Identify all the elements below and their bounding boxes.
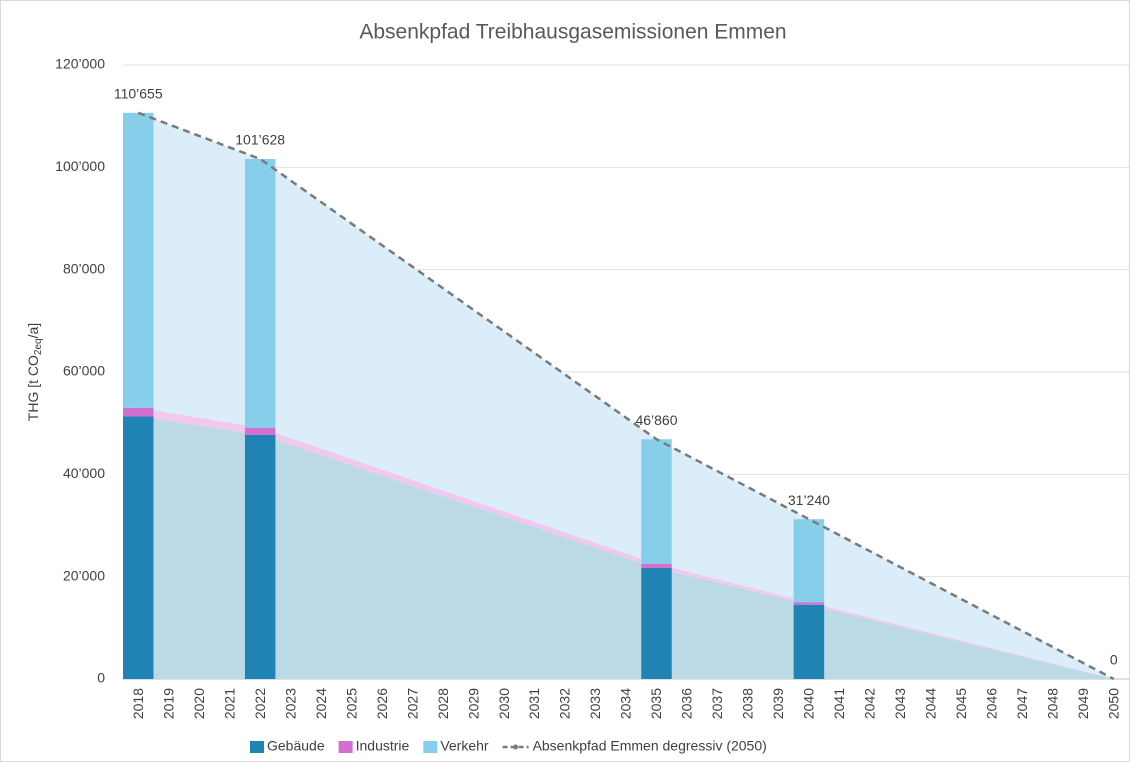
y-tick-label: 120’000 [55, 56, 105, 72]
data-label: 101’628 [235, 132, 285, 148]
x-tick-label: 2033 [587, 688, 603, 719]
x-tick-label: 2025 [343, 688, 359, 719]
x-tick-label: 2030 [496, 688, 512, 719]
x-tick-label: 2031 [526, 688, 542, 719]
x-tick-label: 2040 [801, 688, 817, 719]
x-tick-label: 2046 [984, 688, 1000, 719]
x-tick-label: 2027 [404, 688, 420, 719]
legend-label: Industrie [356, 738, 410, 754]
x-tick-label: 2026 [374, 688, 390, 719]
data-label: 31’240 [788, 492, 830, 508]
bar [793, 602, 825, 605]
bar [641, 567, 672, 679]
x-tick-label: 2050 [1105, 688, 1121, 719]
x-tick-label: 2043 [892, 688, 908, 719]
bar [244, 159, 276, 428]
legend-swatch [338, 741, 353, 753]
y-tick-label: 20’000 [63, 567, 105, 583]
legend-swatch [423, 741, 438, 753]
data-label: 0 [1110, 652, 1118, 668]
bar [793, 604, 825, 679]
x-tick-label: 2044 [923, 688, 939, 719]
y-axis-label-text: THG [t CO [25, 355, 41, 421]
y-tick-label: 0 [97, 670, 105, 686]
data-label: 46’860 [635, 412, 677, 428]
bar [244, 434, 276, 679]
legend-marker [513, 744, 519, 750]
x-tick-label: 2019 [160, 688, 176, 719]
y-axis-label-sub: 2eq [33, 338, 44, 355]
bar [244, 427, 276, 435]
x-tick-label: 2041 [831, 688, 847, 719]
x-tick-label: 2020 [191, 688, 207, 719]
chart-title: Absenkpfad Treibhausgasemissionen Emmen [359, 21, 786, 44]
bar [123, 416, 154, 679]
x-tick-label: 2042 [862, 688, 878, 719]
legend-label: Gebäude [267, 738, 325, 754]
x-tick-label: 2039 [770, 688, 786, 719]
x-tick-label: 2045 [953, 688, 969, 719]
legend-label: Verkehr [440, 738, 489, 754]
x-tick-label: 2037 [709, 688, 725, 719]
x-tick-label: 2021 [221, 688, 237, 719]
bar [793, 519, 825, 603]
x-tick-label: 2038 [740, 688, 756, 719]
x-tick-label: 2034 [618, 688, 634, 719]
x-tick-label: 2024 [313, 688, 329, 719]
x-tick-label: 2028 [435, 688, 451, 719]
x-tick-label: 2032 [557, 688, 573, 719]
bar [641, 439, 672, 564]
x-tick-label: 2049 [1075, 688, 1091, 719]
stack-area [138, 407, 1114, 679]
bar [123, 112, 154, 408]
x-tick-label: 2023 [282, 688, 298, 719]
x-tick-label: 2048 [1044, 688, 1060, 719]
line [137, 111, 1115, 681]
y-tick-label: 40’000 [63, 465, 105, 481]
bar [641, 563, 672, 568]
y-axis-label-after: /a] [25, 323, 41, 339]
legend-label: Absenkpfad Emmen degressiv (2050) [533, 738, 767, 754]
x-tick-label: 2035 [648, 688, 664, 719]
x-tick-label: 2047 [1014, 688, 1030, 719]
y-tick-label: 60’000 [63, 363, 105, 379]
data-label: 110’655 [114, 86, 163, 102]
x-tick-label: 2022 [252, 688, 268, 719]
stack-area [138, 416, 1114, 679]
legend-swatch [250, 741, 264, 753]
y-tick-label: 80’000 [63, 260, 105, 276]
bar [123, 407, 154, 417]
y-axis-label: THG [t CO2eq/a] [25, 323, 44, 421]
x-tick-label: 2036 [679, 688, 695, 719]
x-tick-label: 2018 [130, 688, 146, 719]
y-tick-label: 100’000 [55, 158, 105, 174]
x-tick-label: 2029 [465, 688, 481, 719]
